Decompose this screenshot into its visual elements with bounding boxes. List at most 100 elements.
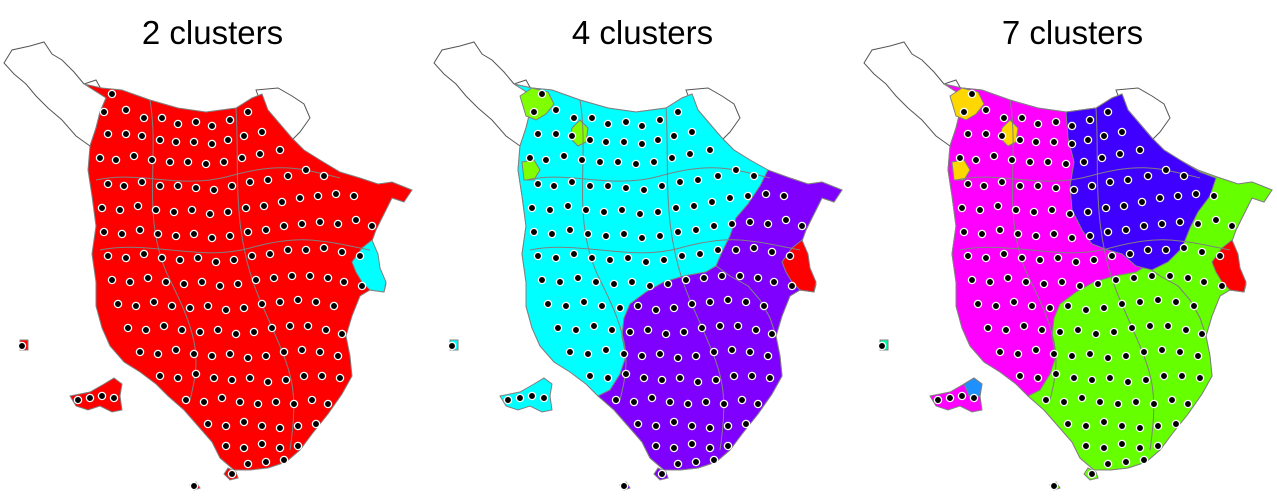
location-point [225,231,235,241]
location-point [329,301,339,311]
location-point [1099,303,1109,313]
location-point [289,399,299,409]
location-point [103,179,113,189]
location-point [673,353,683,363]
location-point [215,281,225,291]
location-point [713,245,723,255]
location-point [705,145,715,155]
location-point [1003,273,1013,283]
location-point [137,177,147,187]
location-point [663,279,673,289]
location-point [1093,279,1103,289]
location-point [1019,321,1029,331]
location-point [621,183,631,193]
location-point [753,399,763,409]
location-point [293,295,303,305]
location-point [667,153,677,163]
location-point [239,443,249,453]
location-point [229,255,239,265]
location-point [243,107,253,117]
location-point [1101,203,1111,213]
location-point [261,351,271,361]
location-point [95,153,105,163]
panel-title: 4 clusters [571,14,714,51]
boundary-line [235,107,295,451]
location-point [601,137,611,147]
location-point [1013,349,1023,359]
location-point [177,325,187,335]
location-point [367,221,377,231]
location-point [653,135,663,145]
location-point [725,193,735,203]
location-point [1045,303,1055,313]
location-point [553,323,563,333]
location-point [243,227,253,237]
location-point [1057,277,1067,287]
map-panel-7-clusters: 7 clusters [860,0,1277,498]
location-point [189,349,199,359]
location-point [221,421,231,431]
location-point [669,443,679,453]
location-point [103,251,113,261]
boundary-line [149,99,197,401]
location-point [1153,421,1163,431]
location-point [261,225,271,235]
location-point [877,341,887,351]
location-point [585,135,595,145]
location-point [1067,351,1077,361]
location-point [999,249,1009,259]
location-point [657,181,667,191]
location-point [653,207,663,217]
location-point [1121,225,1131,235]
location-point [639,185,649,195]
location-point [259,201,269,211]
location-point [741,419,751,429]
location-point [303,321,313,331]
location-point [1147,271,1157,281]
location-point [797,221,807,231]
location-point [99,227,109,237]
location-point [195,327,205,337]
location-point [669,131,679,141]
location-point [1117,127,1127,137]
location-point [189,137,199,147]
cluster-region-east [715,169,843,338]
location-point [1135,145,1145,155]
cluster-map [433,41,843,491]
location-point [1067,139,1077,149]
location-point [705,423,715,433]
location-point [307,395,317,405]
location-point [651,441,661,451]
location-point [597,301,607,311]
location-point [975,205,985,215]
location-point [1099,417,1109,427]
location-point [1159,371,1169,381]
location-point [551,105,561,115]
location-point [295,193,305,203]
location-point [283,171,293,181]
location-point [1071,257,1081,267]
location-point [143,273,153,283]
location-point [981,253,991,263]
location-point [265,249,275,259]
location-point [719,399,729,409]
location-point [1015,181,1025,191]
location-point [1029,207,1039,217]
location-point [609,279,619,289]
location-point [301,245,311,255]
location-point [781,215,791,225]
location-point [275,443,285,453]
location-point [607,325,617,335]
location-point [1107,251,1117,261]
location-point [147,155,157,165]
location-point [1051,183,1061,193]
location-point [285,321,295,331]
location-point [191,183,201,193]
cluster-map [3,41,413,491]
location-point [641,257,651,267]
location-point [683,399,693,409]
location-point [1131,397,1141,407]
location-point [603,119,613,129]
location-point [133,201,143,211]
panel-title: 7 clusters [1001,14,1144,51]
